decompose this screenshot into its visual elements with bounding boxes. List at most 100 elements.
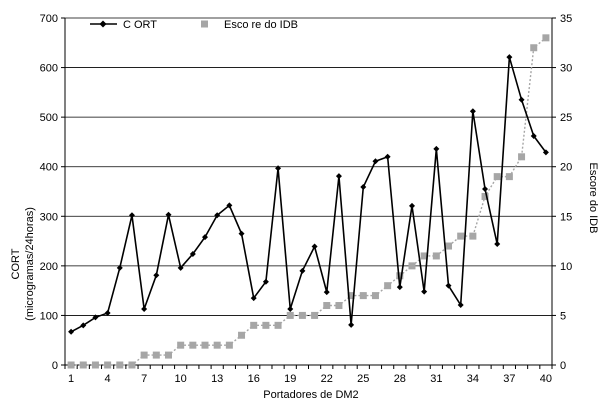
series-idb-point [542,34,550,42]
y-axis-left-title: CORT [10,248,22,279]
series-cort-point [530,132,537,139]
series-cort-point [311,243,318,250]
y-left-tick-label: 200 [40,261,58,273]
series-idb-point [189,341,197,349]
x-tick-label: 22 [321,373,333,385]
series-layer [67,34,550,369]
legend-idb-marker [201,20,208,28]
y-left-tick-label: 400 [40,162,58,174]
series-cort-point [457,302,464,309]
series-cort-point [202,234,209,241]
series-idb-point [201,341,209,349]
series-cort-point [542,149,549,156]
legend: C ORT Esco re do IDB [90,19,298,31]
x-tick-label: 13 [211,373,223,385]
series-cort-point [421,288,428,295]
series-idb-point [469,232,477,240]
x-tick-label: 1 [68,373,74,385]
series-idb-point [286,311,294,319]
series-cort-point [68,328,75,335]
series-cort-point [250,295,257,302]
series-idb-point [432,252,440,260]
series-cort-point [323,289,330,296]
series-cort-point [275,165,282,172]
series-cort-point [238,230,245,237]
series-cort-point [104,309,111,316]
series-cort-point [226,202,233,209]
series-cort-point [384,153,391,160]
series-idb-point [384,282,392,290]
legend-cort-marker [99,20,107,28]
series-idb-point [116,361,124,369]
series-cort-point [116,264,123,271]
series-idb-point [104,361,112,369]
series-idb-point [323,302,331,310]
series-cort-point [348,321,355,328]
series-cort-point [287,305,294,312]
series-idb-point [335,302,343,310]
series-idb-point [225,341,233,349]
y-left-tick-label: 300 [40,211,58,223]
series-idb-point [128,361,136,369]
legend-idb-label: Esco re do IDB [224,19,298,31]
series-idb-point [493,173,501,181]
series-idb-point [505,173,513,181]
series-idb-point [408,262,416,270]
series-cort-point [360,184,367,191]
series-idb-point [213,341,221,349]
series-cort-point [128,212,135,219]
series-idb-point [67,361,75,369]
series-idb-point [250,321,258,329]
series-idb-point [311,311,319,319]
y-right-tick-label: 20 [560,162,572,174]
series-cort-point [262,278,269,285]
y-left-tick-label: 0 [52,360,58,372]
y-right-tick-label: 15 [560,211,572,223]
series-idb-point [298,311,306,319]
series-cort-point [372,158,379,165]
series-cort-point [80,322,87,329]
series-idb-point [371,292,379,300]
x-tick-label: 25 [357,373,369,385]
x-axis-title: Portadores de DM2 [263,389,358,401]
y-right-tick-label: 0 [560,360,566,372]
series-idb-point [530,44,538,52]
x-tick-label: 19 [284,373,296,385]
series-cort-point [396,284,403,291]
gridlines [65,17,552,316]
series-cort-point [214,212,221,219]
series-idb-point [262,321,270,329]
series-idb-point [140,351,148,359]
y-right-tick-label: 35 [560,13,572,25]
y-axis-right-title: Escore do IDB [587,163,599,234]
x-tick-label: 34 [467,373,479,385]
series-idb-point [238,331,246,339]
series-idb-point [445,242,453,250]
series-idb-point [79,361,87,369]
series-cort-point [445,282,452,289]
series-idb-point [420,252,428,260]
series-idb-point [457,232,465,240]
x-tick-label: 10 [175,373,187,385]
x-tick-label: 4 [105,373,111,385]
series-idb-point [177,341,185,349]
series-cort-point [494,241,501,248]
x-tick-label: 7 [141,373,147,385]
y-left-tick-label: 600 [40,63,58,75]
series-idb-point [91,361,99,369]
series-idb-point [274,321,282,329]
series-cort-point [299,267,306,274]
series-idb-point [518,153,526,161]
series-cort-point [408,202,415,209]
y-right-tick-label: 30 [560,63,572,75]
y-left-tick-label: 500 [40,112,58,124]
x-tick-label: 31 [430,373,442,385]
series-idb-point [152,351,160,359]
series-cort-point [482,186,489,193]
y-right-tick-label: 5 [560,310,566,322]
series-cort-point [177,264,184,271]
legend-cort-label: C ORT [123,19,157,31]
x-tick-label: 40 [540,373,552,385]
series-idb-point [481,192,489,200]
